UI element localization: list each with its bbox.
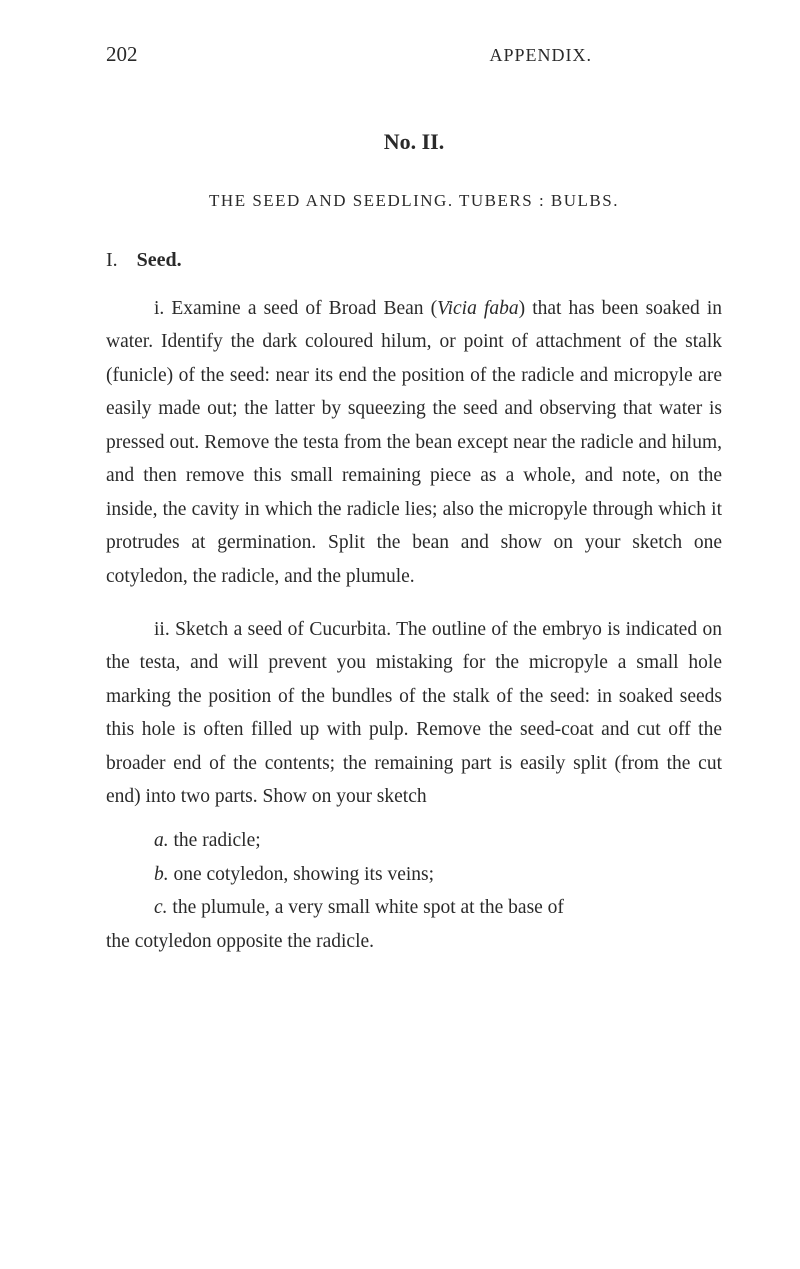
item-c-letter: c. (154, 897, 168, 918)
subsection-label: Seed. (137, 249, 182, 271)
item-b-text: one cotyledon, showing its veins; (169, 864, 434, 885)
item-b-letter: b. (154, 864, 169, 885)
section-number: No. II. (106, 129, 722, 155)
subsection-heading: I. Seed. (106, 249, 722, 272)
item-a-letter: a. (154, 830, 169, 851)
item-a-text: the radicle; (169, 830, 261, 851)
list-item-b: b. one cotyledon, showing its veins; (106, 858, 722, 892)
chapter-title: THE SEED AND SEEDLING. TUBERS : BULBS. (106, 191, 722, 211)
item-c-text: the plumule, a very small white spot at … (168, 897, 564, 918)
page-container: 202 APPENDIX. No. II. THE SEED AND SEEDL… (0, 0, 800, 998)
paragraph-ii: ii. Sketch a seed of Cucurbita. The outl… (106, 613, 722, 814)
list-item-a: a. the radicle; (106, 824, 722, 858)
page-header: 202 APPENDIX. (106, 42, 722, 67)
list-item-c: c. the plumule, a very small white spot … (106, 891, 722, 925)
paragraph-i: i. Examine a seed of Broad Bean (Vicia f… (106, 292, 722, 594)
list-item-c-cont: the cotyledon opposite the radicle. (106, 925, 722, 959)
para-i-italic: Vicia faba (437, 298, 518, 319)
running-head: APPENDIX. (489, 45, 592, 66)
subsection-number: I. (106, 249, 118, 272)
para-i-post: ) that has been soaked in water. Identif… (106, 298, 722, 587)
page-number: 202 (106, 42, 138, 67)
para-i-pre: i. Examine a seed of Broad Bean ( (154, 298, 437, 319)
